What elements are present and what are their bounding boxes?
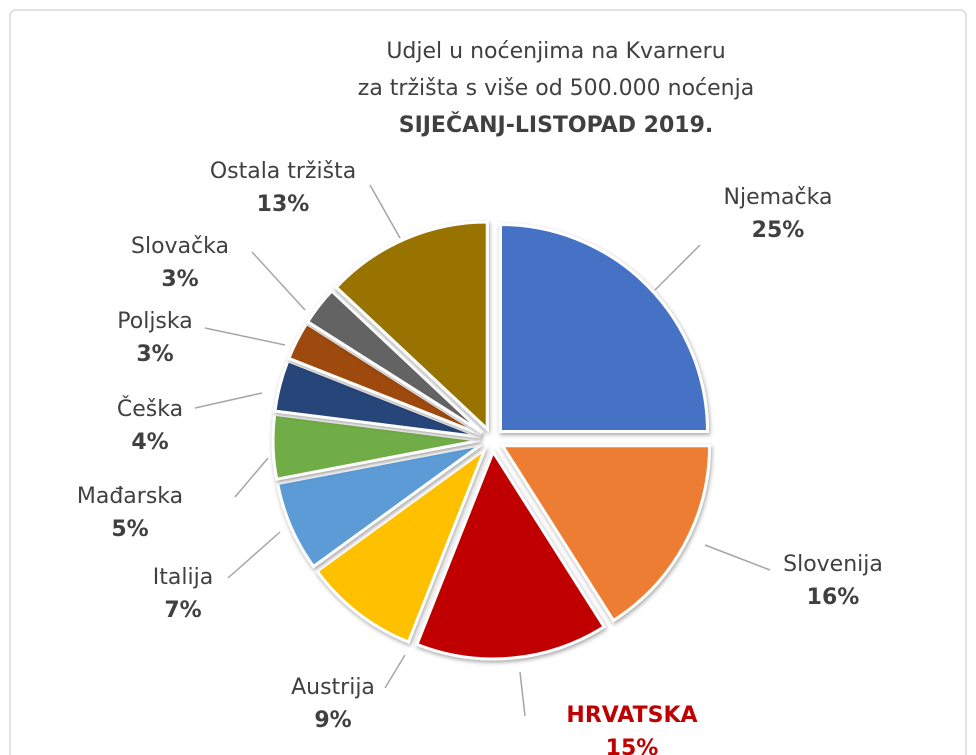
category-label: Slovenija	[783, 552, 883, 577]
value-label: 25%	[752, 218, 805, 243]
pie-slice	[271, 412, 481, 481]
pie-slice	[286, 321, 483, 436]
pie-slice	[305, 288, 484, 434]
pie-slice	[499, 444, 712, 623]
leader-line	[251, 251, 306, 311]
category-label: Ostala tržišta	[210, 159, 356, 184]
pie-slice	[275, 443, 482, 569]
category-label: Mađarska	[77, 484, 183, 509]
value-label: 5%	[111, 517, 148, 542]
pie-slice	[334, 220, 489, 433]
chart-title: za tržišta s više od 500.000 noćenja	[358, 76, 754, 101]
pie-slice	[273, 358, 481, 439]
leader-line	[704, 544, 771, 571]
value-label: 3%	[161, 267, 198, 292]
chart-title: Udjel u noćenjima na Kvarneru	[386, 39, 725, 64]
category-label: Slovačka	[131, 234, 229, 259]
leader-line	[369, 184, 401, 239]
value-label: 4%	[131, 430, 168, 455]
value-label: 7%	[164, 598, 201, 623]
value-label: 3%	[136, 342, 173, 367]
leader-line	[519, 671, 526, 717]
value-label: 15%	[606, 736, 659, 755]
category-label: Poljska	[117, 309, 192, 334]
leader-line	[204, 327, 286, 346]
category-label: Njemačka	[724, 185, 833, 210]
category-label: Italija	[153, 565, 213, 590]
leader-line	[234, 457, 269, 498]
leader-line	[227, 531, 281, 579]
pie-slice	[315, 445, 488, 644]
value-label: 16%	[807, 585, 860, 610]
value-label: 9%	[314, 708, 351, 733]
pie-slice	[414, 448, 607, 661]
leader-line	[654, 244, 701, 291]
leader-line	[194, 392, 263, 409]
category-label: Češka	[117, 396, 183, 422]
chart-subtitle: SIJEČANJ-LISTOPAD 2019.	[399, 112, 714, 138]
leader-line	[384, 654, 406, 689]
value-label: 13%	[257, 192, 310, 217]
category-label: HRVATSKA	[566, 703, 697, 728]
category-label: Austrija	[291, 675, 375, 700]
pie-slice	[498, 223, 709, 434]
